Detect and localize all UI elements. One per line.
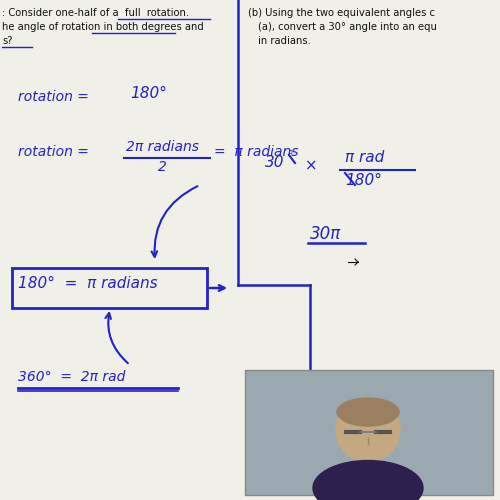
Text: =  π radians: = π radians [214, 145, 298, 159]
Text: 2π radians: 2π radians [126, 140, 199, 154]
Text: 180°  =  π radians: 180° = π radians [18, 276, 158, 291]
Text: 30: 30 [265, 155, 284, 170]
Text: 30π: 30π [310, 225, 341, 243]
Circle shape [336, 398, 400, 462]
Bar [12, 268, 207, 308]
Text: in radians.: in radians. [258, 36, 311, 46]
Text: 180°: 180° [345, 173, 382, 188]
Ellipse shape [313, 460, 423, 500]
Text: s?: s? [2, 36, 12, 46]
Text: ×: × [300, 158, 318, 173]
Text: 180°: 180° [130, 86, 167, 101]
Text: (a), convert a 30° angle into an equ: (a), convert a 30° angle into an equ [258, 22, 437, 32]
Text: °: ° [288, 150, 294, 160]
Text: : Consider one-half of a  full  rotation.: : Consider one-half of a full rotation. [2, 8, 189, 18]
Text: he angle of rotation in both degrees and: he angle of rotation in both degrees and [2, 22, 204, 32]
Text: 2: 2 [158, 160, 167, 174]
Text: rotation =: rotation = [18, 90, 89, 104]
Text: (b) Using the two equivalent angles c: (b) Using the two equivalent angles c [248, 8, 435, 18]
Text: rotation =: rotation = [18, 145, 89, 159]
Text: 360°  =  2π rad: 360° = 2π rad [18, 370, 126, 384]
Ellipse shape [337, 398, 399, 426]
Text: π rad: π rad [345, 150, 384, 165]
Bar [245, 370, 493, 495]
